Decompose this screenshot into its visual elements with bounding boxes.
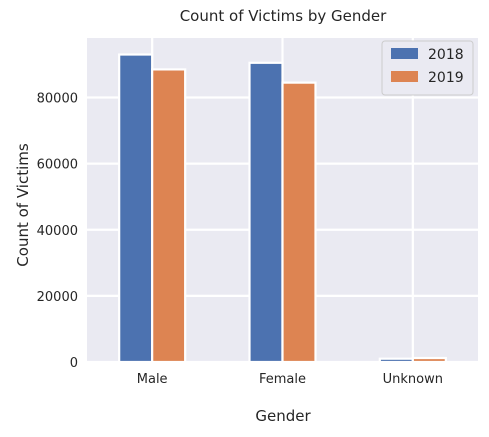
y-tick-label: 20000	[37, 290, 78, 305]
legend-swatch	[391, 71, 418, 82]
y-tick-label: 60000	[37, 158, 78, 173]
y-tick-label: 80000	[37, 92, 78, 107]
y-tick-label: 40000	[37, 224, 78, 239]
bar-2018-female	[248, 61, 284, 364]
x-tick-label: Male	[137, 372, 168, 387]
x-axis-label: Gender	[255, 407, 311, 425]
x-axis-ticks: Male Female Unknown	[137, 372, 443, 387]
x-tick-label: Unknown	[383, 372, 443, 387]
bar-2019-male	[151, 68, 187, 364]
legend: 2018 2019	[381, 40, 474, 96]
x-tick-label: Female	[259, 372, 306, 387]
y-axis-ticks: 0 20000 40000 60000 80000	[37, 92, 78, 371]
legend-swatch	[391, 48, 418, 59]
y-tick-label: 0	[70, 356, 78, 371]
bar-2019-female	[281, 81, 317, 364]
bars	[118, 53, 447, 364]
chart-title: Count of Victims by Gender	[180, 7, 387, 25]
y-axis-label: Count of Victims	[14, 143, 32, 267]
legend-label: 2018	[428, 47, 464, 63]
legend-label: 2019	[428, 70, 464, 86]
bar-2018-unknown	[378, 357, 414, 364]
bar-2019-unknown	[411, 356, 447, 364]
bar-2018-male	[118, 53, 154, 364]
